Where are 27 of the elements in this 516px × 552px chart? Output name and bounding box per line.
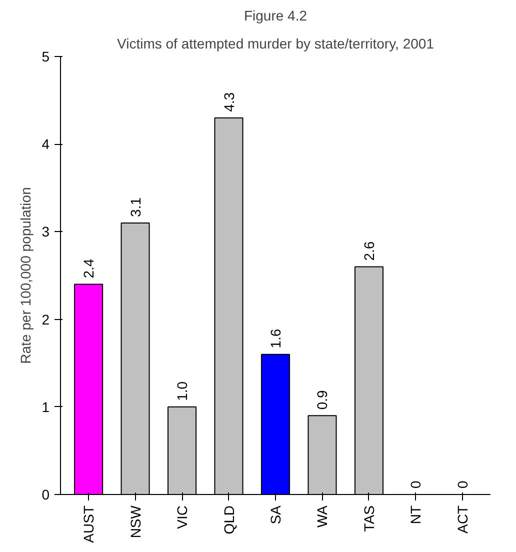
x-tick-label: SA (268, 504, 284, 524)
chart-title: Figure 4.2 (244, 8, 308, 24)
x-tick-label: NT (408, 505, 424, 524)
y-tick-label: 5 (42, 48, 50, 64)
x-tick-label: AUST (80, 505, 97, 543)
data-label: 0 (454, 480, 470, 488)
data-label: 4.3 (220, 92, 237, 112)
y-tick-label: 0 (42, 486, 50, 502)
data-label: 3.1 (127, 197, 144, 217)
y-tick-label: 1 (42, 398, 50, 415)
x-tick-label: WA (314, 504, 330, 528)
chart-subtitle: Victims of attempted murder by state/territory, 2001 (117, 36, 434, 52)
x-tick-label: ACT (454, 505, 470, 534)
x-tick-label: NSW (127, 504, 144, 538)
data-label: 0.9 (314, 390, 330, 410)
y-tick-label: 4 (42, 136, 50, 152)
data-label: 0 (408, 480, 424, 488)
y-axis-title: Rate per 100,000 population (18, 187, 34, 364)
y-tick-label: 2 (42, 311, 50, 328)
data-label: 1.6 (268, 328, 284, 348)
data-label: 1.0 (174, 381, 190, 401)
data-label: 2.6 (360, 241, 377, 261)
data-label: 2.4 (80, 258, 97, 278)
x-tick-label: TAS (360, 505, 377, 532)
x-tick-label: QLD (220, 505, 237, 534)
y-tick-label: 3 (42, 224, 50, 240)
x-tick-label: VIC (174, 505, 190, 529)
